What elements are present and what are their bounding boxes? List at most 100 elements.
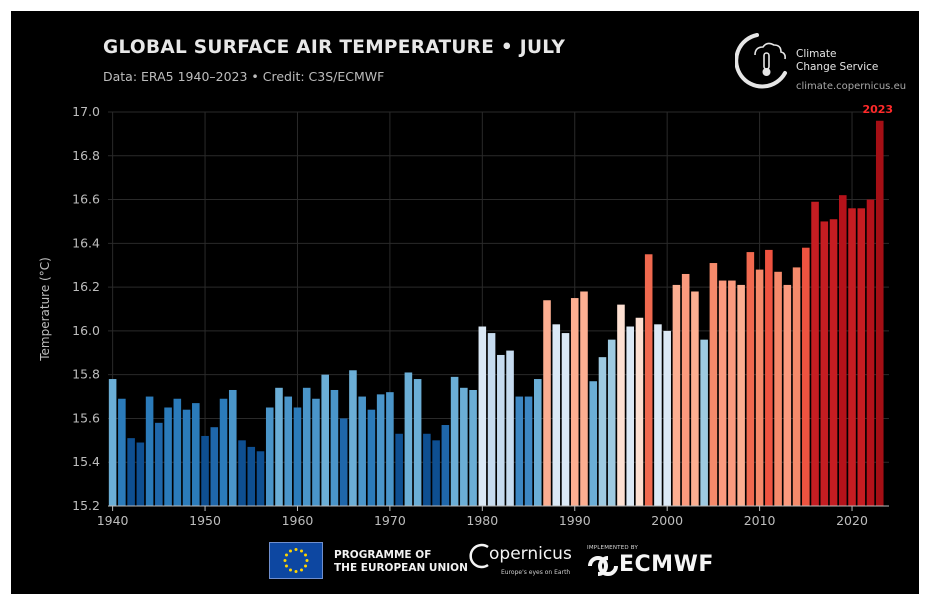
x-tick-label: 1960 [282,513,314,528]
bar-1992 [589,381,598,506]
bar-1959 [284,396,293,506]
bar-1998 [644,254,653,506]
eu-star [304,564,308,568]
bar-1975 [432,440,440,506]
bar-1966 [349,370,357,506]
bar-1969 [376,394,385,506]
bar-1989 [561,333,570,506]
y-tick-label: 15.4 [72,454,100,469]
y-tick-label: 15.8 [72,367,100,382]
chart-subtitle: Data: ERA5 1940–2023 • Credit: C3S/ECMWF [103,69,385,84]
bar-1991 [580,291,588,506]
bar-1984 [515,396,524,506]
bar-1978 [460,387,468,506]
x-tick-label: 1990 [559,513,591,528]
bar-1967 [358,396,366,506]
bar-2010 [755,269,764,506]
bar-2003 [691,291,699,506]
x-tick-label: 2000 [651,513,683,528]
bar-2022 [866,199,875,507]
bar-1976 [441,425,450,506]
bar-1953 [228,389,237,506]
bar-1961 [302,387,311,506]
c3s-url: climate.copernicus.eu [796,81,907,92]
bar-2011 [765,249,773,506]
bar-1954 [238,440,246,506]
copernicus-logo: opernicus Europe's eyes on Earth [467,541,579,581]
ecmwf-wave-icon [588,556,618,576]
bar-1956 [256,451,265,506]
eu-flag-icon [269,542,323,579]
copernicus-c-icon [469,543,489,569]
bar-1945 [155,422,163,506]
bar-1958 [275,387,283,506]
bar-1950 [201,435,209,506]
eu-text-line2: THE EUROPEAN UNION [334,562,468,574]
bar-1948 [182,409,191,506]
bar-2019 [838,195,847,506]
bar-1994 [607,339,616,506]
bar-1993 [598,357,607,506]
bar-2013 [783,284,792,506]
eu-star [289,549,292,553]
eu-star [305,559,309,562]
bar-2023 [875,120,884,506]
ecmwf-implemented-label: IMPLEMENTED BY [587,545,639,551]
bar-1944 [145,396,154,506]
bar-1995 [617,304,625,506]
bar-1999 [654,324,662,506]
eu-star [300,568,303,572]
y-axis-label: Temperature (°C) [38,257,52,362]
ecmwf-name: ECMWF [619,552,714,577]
x-tick-label: 2010 [744,513,776,528]
bar-2017 [820,221,829,506]
bar-1986 [533,379,542,506]
eu-star [300,549,303,553]
x-tick-label: 1980 [466,513,498,528]
bar-1964 [330,389,339,506]
bar-2002 [681,273,690,506]
bar-1943 [136,442,145,506]
copernicus-tagline: Europe's eyes on Earth [501,569,571,576]
y-tick-label: 16.2 [72,279,100,294]
x-tick-label: 2020 [836,513,868,528]
bar-1973 [413,379,422,506]
bar-2008 [737,284,745,506]
chart-title: GLOBAL SURFACE AIR TEMPERATURE • JULY [103,37,566,58]
bar-1960 [293,407,302,506]
bar-1963 [321,374,329,506]
bar-2021 [857,208,866,507]
bar-1947 [173,398,182,506]
bar-1987 [543,300,551,506]
bar-1962 [312,398,320,506]
y-tick-label: 16.4 [72,235,100,250]
bar-1981 [487,333,496,506]
eu-star [294,548,298,551]
eu-star [289,568,292,572]
bar-2007 [728,280,736,506]
eu-programme-text: PROGRAMME OF THE EUROPEAN UNION [334,549,468,575]
bar-1988 [552,324,561,506]
bar-2020 [848,208,856,507]
x-tick-label: 1970 [374,513,406,528]
temperature-bar-chart: 15.2 15.4 15.6 15.8 16.0 16.2 16.4 16.6 16.8 17.0… [38,103,893,528]
c3s-logo-icon [735,33,787,89]
bar-2015 [802,247,810,506]
bar-1965 [339,418,348,506]
x-tick-label: 1940 [97,513,129,528]
bar-1972 [404,372,413,506]
y-tick-label: 15.6 [72,410,100,425]
bar-1985 [524,396,533,506]
eu-star [294,570,298,573]
highlight-year-label: 2023 [862,103,893,116]
bar-1971 [395,433,403,506]
bar-1977 [450,376,459,506]
footer-logos: PROGRAMME OF THE EUROPEAN UNION opernicu… [11,533,919,588]
bar-1949 [192,403,200,506]
bar-2009 [746,252,755,506]
y-tick-label: 16.0 [72,323,100,338]
bar-1968 [367,409,376,506]
bar-2016 [811,201,819,506]
bar-1942 [127,438,135,506]
bar-1940 [108,379,117,506]
